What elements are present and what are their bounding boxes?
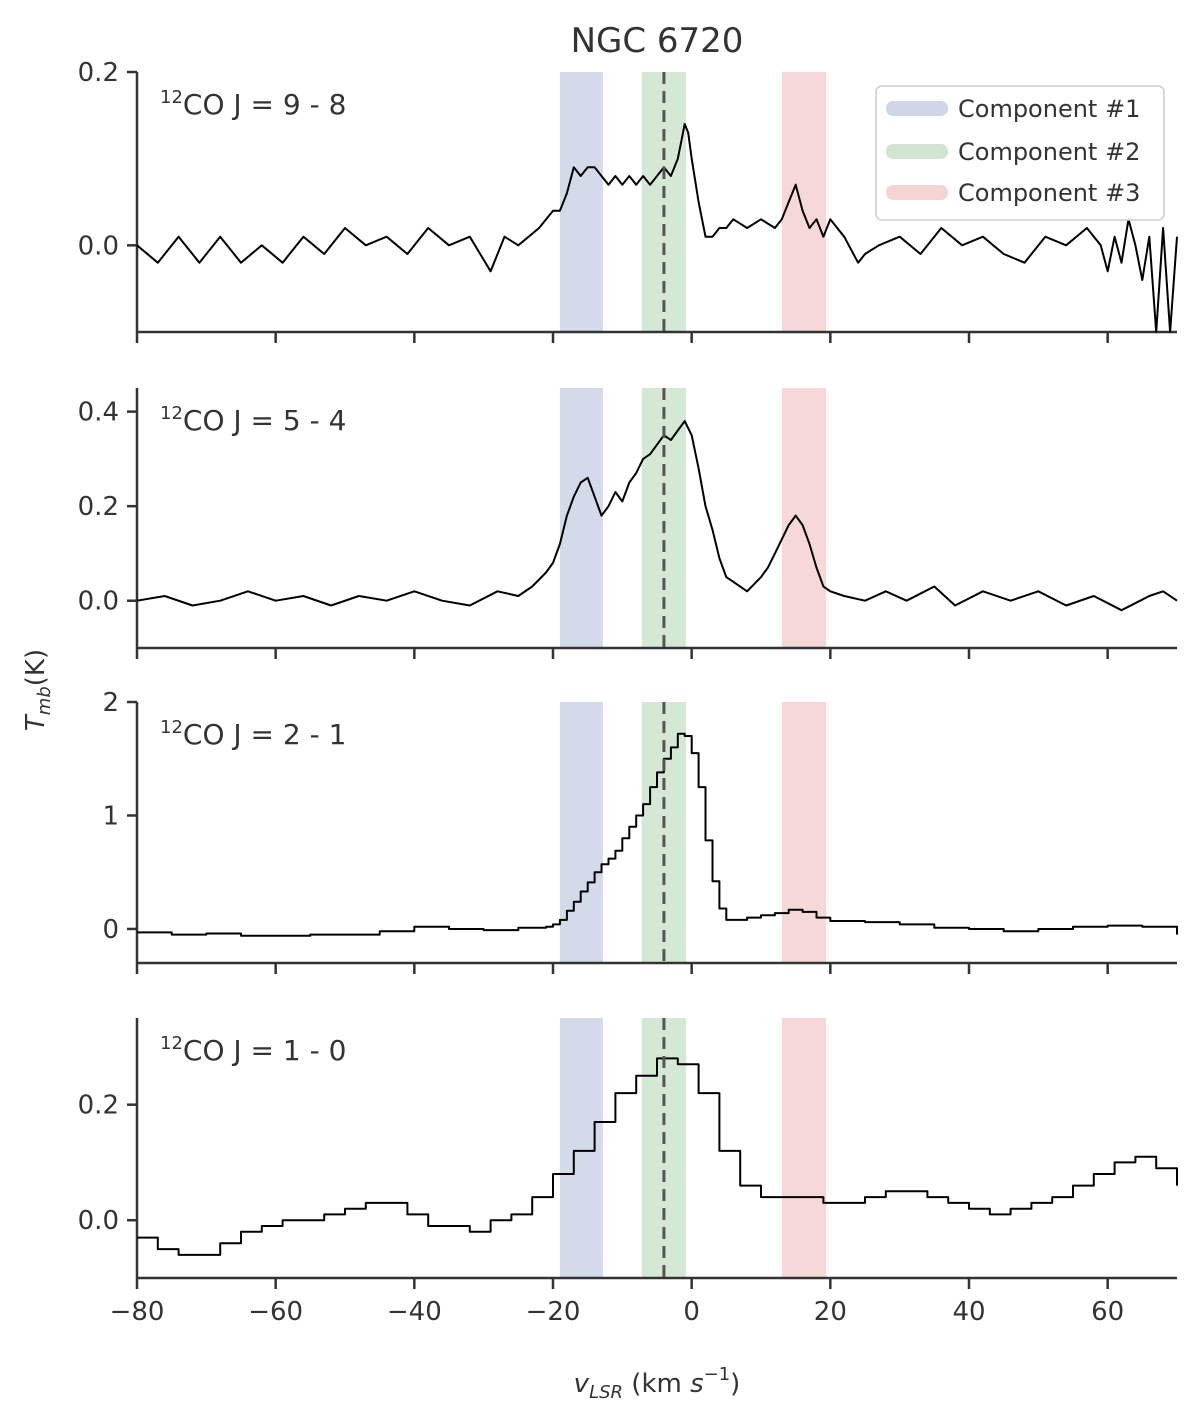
x-tick-label: 0 [683,1297,700,1327]
x-tick-label: −40 [387,1297,442,1327]
component-1-band [559,702,603,963]
svg-text:Tmb(K): Tmb(K) [21,649,55,731]
legend-swatch-component-2 [886,144,948,159]
panel-4: 0.0 0.2 −80 −60 −40 −20 0 20 40 60 12CO J = 1 - 0 [78,1018,1178,1327]
figure-title: NGC 6720 [571,21,744,61]
y-tick-label: 0 [102,915,119,945]
x-tick-label: 40 [952,1297,985,1327]
y-axis-label: Tmb(K) [21,649,55,731]
legend-entry-component-2: Component #2 [886,138,1140,166]
y-tick-label: 1 [102,801,119,831]
component-1-band [559,72,603,332]
y-tick-label: 0.4 [78,398,119,428]
legend-entry-component-3: Component #3 [886,179,1140,207]
y-tick-label: 0.2 [78,1091,119,1121]
x-tick-label: −60 [248,1297,303,1327]
legend-swatch-component-3 [886,185,948,200]
component-3-band [781,388,827,648]
legend-label-component-2: Component #2 [958,138,1140,166]
spectrum-line [137,1057,1178,1256]
panel-label: 12CO J = 2 - 1 [160,717,346,751]
legend-entry-component-1: Component #1 [886,95,1140,123]
x-axis-label: vLSR (km s−1) [574,1364,741,1403]
spectrum-line [136,123,1178,333]
x-tick-label: −20 [526,1297,581,1327]
panel-1: 0.0 0.2 12CO J = 9 - 8 [78,58,1178,343]
panel-label: 12CO J = 1 - 0 [160,1033,346,1067]
y-tick-label: 0.2 [78,58,119,88]
panel-label: 12CO J = 5 - 4 [160,403,346,437]
component-3-band [781,702,827,963]
y-tick-label: 0.0 [78,587,119,617]
x-tick-label: −80 [110,1297,165,1327]
panel-3: 0 1 2 12CO J = 2 - 1 [102,688,1178,974]
legend: Component #1 Component #2 Component #3 [875,85,1165,221]
y-tick-label: 2 [102,688,119,718]
spectrum-line [137,732,1178,937]
y-tick-label: 0.2 [78,492,119,522]
panels-group: 0.0 0.2 12CO J = 9 - 8 0.0 0.2 0.4 12CO J = 5 … [78,58,1178,1327]
spectrum-line [136,420,1178,612]
x-tick-label: 20 [814,1297,847,1327]
legend-swatch-component-1 [886,101,948,116]
panel-2: 0.0 0.2 0.4 12CO J = 5 - 4 [78,388,1178,659]
legend-frame [875,85,1165,221]
y-tick-label: 0.0 [78,1206,119,1236]
x-tick-label: 60 [1091,1297,1124,1327]
legend-label-component-1: Component #1 [958,95,1140,123]
panel-label: 12CO J = 9 - 8 [160,87,346,121]
svg-text:vLSR (km s−1): vLSR (km s−1) [574,1364,741,1403]
component-3-band [781,1018,827,1278]
component-1-band [559,1018,603,1278]
y-tick-label: 0.0 [78,231,119,261]
legend-label-component-3: Component #3 [958,179,1140,207]
